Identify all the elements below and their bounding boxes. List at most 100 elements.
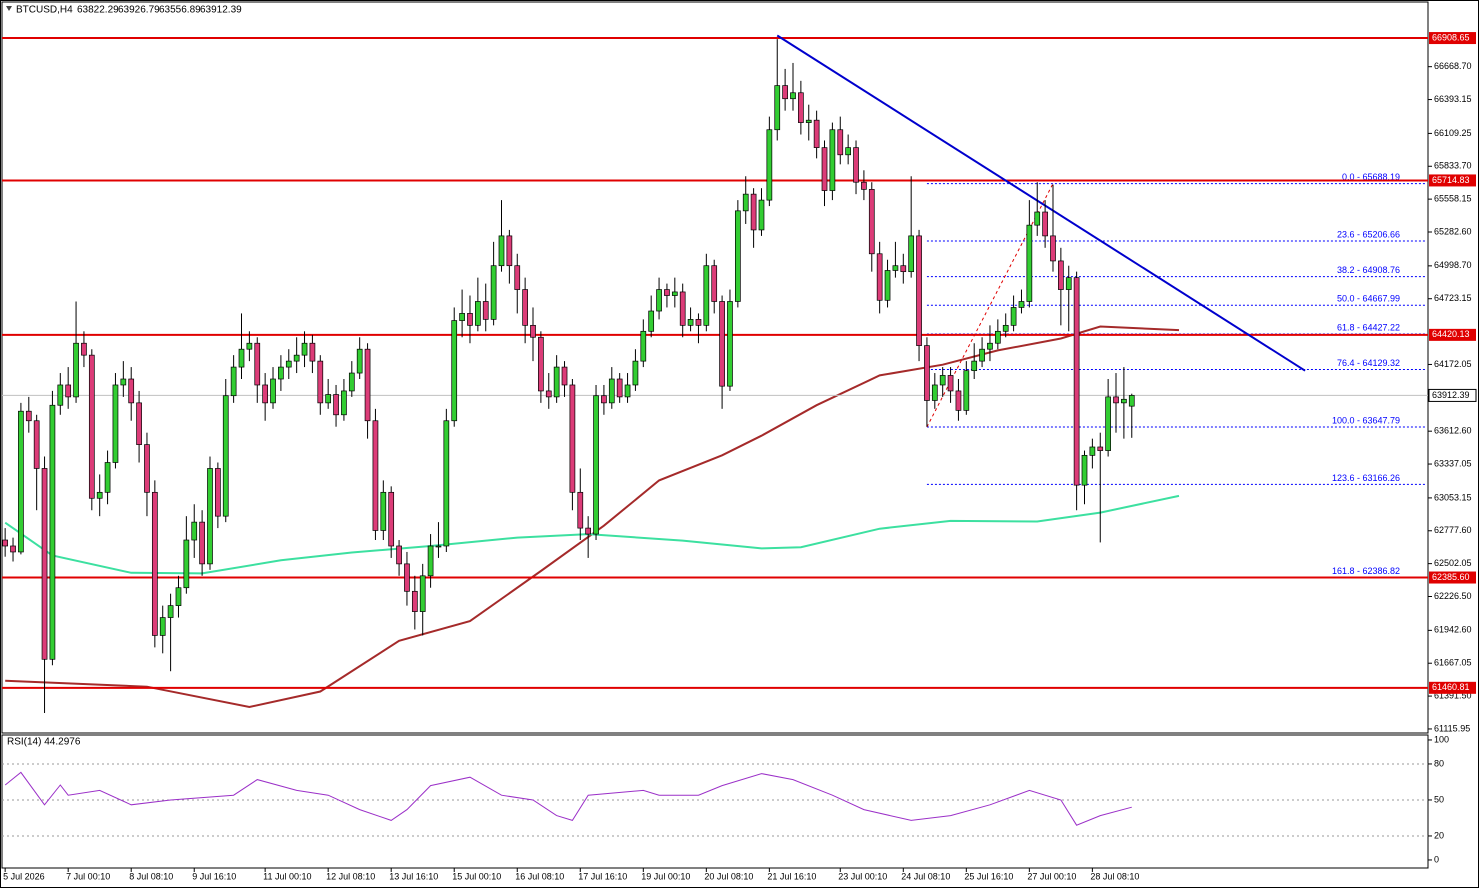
rsi-panel bbox=[1, 734, 1429, 869]
candle-body bbox=[183, 539, 190, 589]
candle-body bbox=[1026, 224, 1033, 302]
candle-body bbox=[175, 587, 182, 606]
candle-body bbox=[506, 235, 513, 267]
candle-body bbox=[1065, 277, 1072, 290]
y-tick-label: 64172.05 bbox=[1434, 359, 1472, 369]
rsi-y-tick-label: 80 bbox=[1434, 758, 1444, 768]
candle-body bbox=[33, 420, 40, 469]
level-label: 64420.13 bbox=[1432, 329, 1470, 339]
candle-body bbox=[41, 468, 48, 660]
y-tick-label: 65282.60 bbox=[1434, 226, 1472, 236]
candle-body bbox=[207, 468, 213, 565]
y-tick-label: 62777.60 bbox=[1434, 525, 1472, 535]
x-tick-label: 11 Jul 00:10 bbox=[263, 871, 311, 881]
candle-body bbox=[388, 491, 395, 547]
candle-body bbox=[790, 92, 796, 100]
candle-body bbox=[561, 366, 568, 386]
candle-body bbox=[104, 462, 111, 493]
candle-body bbox=[199, 521, 205, 565]
candle-body bbox=[774, 85, 781, 131]
candle-body bbox=[916, 235, 922, 346]
candle-body bbox=[624, 384, 631, 398]
candle-body bbox=[640, 330, 647, 362]
symbol-icon bbox=[6, 6, 12, 11]
fib-diagonal bbox=[926, 183, 1054, 428]
level-label: 65714.83 bbox=[1432, 175, 1470, 185]
candle-body bbox=[703, 265, 710, 326]
candle-body bbox=[577, 491, 584, 529]
candle-body bbox=[443, 420, 450, 547]
x-tick-label: 27 Jul 00:10 bbox=[1027, 871, 1076, 881]
x-tick-label: 12 Jul 08:10 bbox=[326, 871, 375, 881]
candle-body bbox=[616, 378, 623, 398]
y-tick-label: 66393.15 bbox=[1434, 94, 1472, 104]
candle-body bbox=[159, 617, 166, 636]
fib-label: 23.6 - 65206.66 bbox=[1337, 229, 1400, 239]
candle-body bbox=[73, 342, 79, 398]
level-label-box bbox=[1429, 681, 1476, 694]
candle-body bbox=[813, 119, 820, 148]
candle-body bbox=[1002, 324, 1009, 332]
low-value: 63556.89 bbox=[159, 5, 201, 16]
candle-body bbox=[758, 199, 765, 231]
fib-label: 0.0 - 65688.19 bbox=[1342, 172, 1400, 182]
trend-line bbox=[776, 34, 1306, 372]
candle-body bbox=[96, 491, 103, 499]
y-tick-label: 65558.15 bbox=[1434, 194, 1472, 204]
candle-body bbox=[459, 313, 465, 321]
candle-body bbox=[65, 384, 72, 398]
y-tick-label: 66109.25 bbox=[1434, 128, 1472, 138]
candle-body bbox=[238, 348, 245, 368]
candle-body bbox=[1081, 454, 1088, 486]
candle-body bbox=[467, 313, 473, 326]
candle-body bbox=[514, 265, 521, 290]
x-tick-label: 15 Jul 00:10 bbox=[452, 871, 501, 881]
candle-body bbox=[1050, 235, 1056, 262]
y-tick-label: 61391.50 bbox=[1434, 690, 1472, 700]
y-tick-label: 64998.70 bbox=[1434, 260, 1472, 270]
candle-body bbox=[215, 468, 221, 517]
candle-body bbox=[1073, 277, 1080, 486]
candle-body bbox=[167, 605, 174, 618]
candle-body bbox=[900, 265, 907, 273]
candle-body bbox=[380, 491, 387, 531]
y-tick-label: 63612.60 bbox=[1434, 426, 1472, 436]
y-tick-label: 61667.05 bbox=[1434, 658, 1472, 668]
candle-body bbox=[939, 375, 946, 386]
price-panel bbox=[1, 1, 1429, 734]
candle-body bbox=[128, 378, 135, 404]
candle-body bbox=[853, 147, 859, 183]
candle-body bbox=[971, 360, 978, 372]
candle-body bbox=[435, 545, 442, 548]
candle-body bbox=[88, 354, 95, 499]
candle-body bbox=[538, 336, 544, 392]
candle-body bbox=[837, 129, 844, 156]
rsi-y-tick-label: 50 bbox=[1434, 794, 1444, 804]
candle-body bbox=[648, 310, 655, 332]
candle-body bbox=[356, 348, 363, 374]
candle-body bbox=[2, 539, 9, 547]
candle-body bbox=[632, 360, 639, 386]
candle-body bbox=[593, 395, 599, 535]
candle-body bbox=[1089, 446, 1096, 456]
candle-body bbox=[57, 384, 64, 406]
fib-label: 100.0 - 63647.79 bbox=[1332, 415, 1400, 425]
candle-body bbox=[711, 265, 718, 302]
candle-body bbox=[1128, 395, 1135, 407]
candle-body bbox=[671, 291, 678, 296]
candle-body bbox=[522, 289, 528, 326]
level-label: 61460.81 bbox=[1432, 682, 1470, 692]
candle-body bbox=[451, 320, 458, 422]
candle-body bbox=[427, 545, 434, 577]
candle-body bbox=[285, 360, 292, 368]
high-value: 63926.79 bbox=[118, 5, 160, 16]
candle-body bbox=[553, 366, 560, 398]
candle-body bbox=[1121, 398, 1127, 404]
y-tick-label: 62226.50 bbox=[1434, 591, 1472, 601]
candle-body bbox=[608, 378, 615, 404]
level-label-box bbox=[1429, 174, 1476, 187]
candle-body bbox=[372, 420, 379, 531]
rsi-line bbox=[4, 771, 1132, 826]
candle-body bbox=[293, 354, 300, 362]
